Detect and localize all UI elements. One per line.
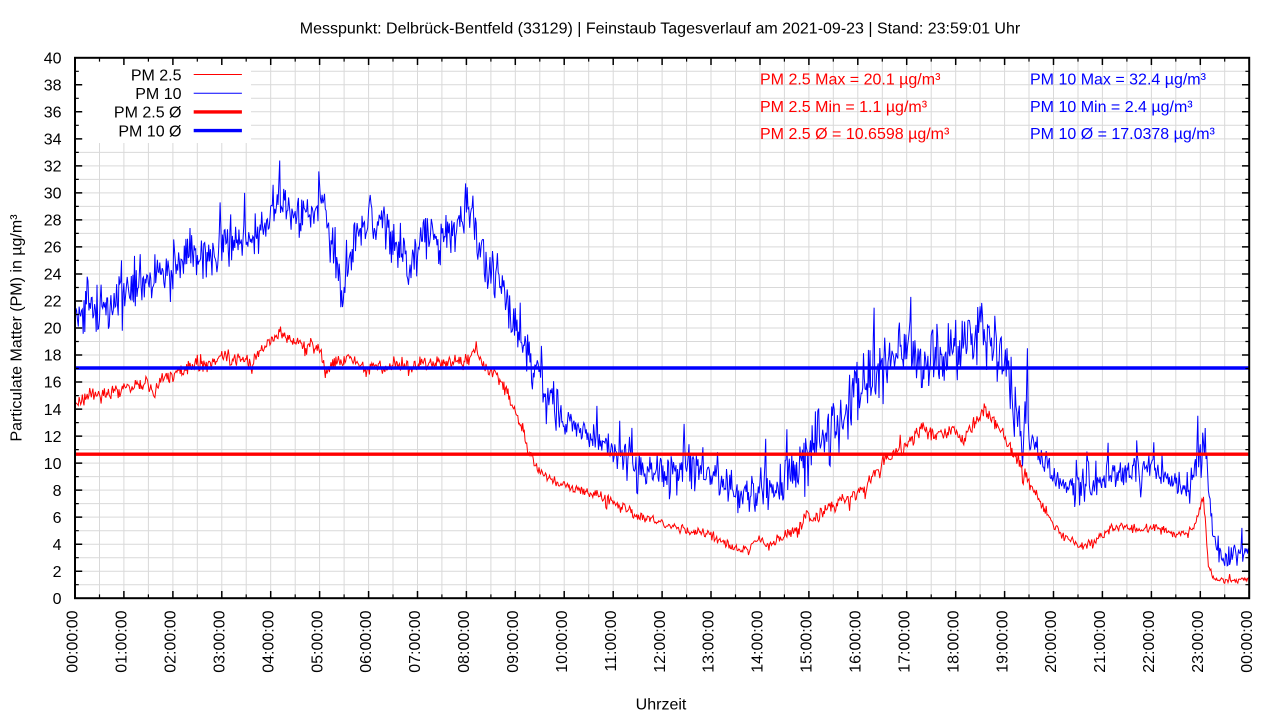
svg-text:Particulate Matter (PM) in µg/: Particulate Matter (PM) in µg/m³ — [9, 214, 26, 442]
svg-text:00:00:00: 00:00:00 — [65, 610, 82, 672]
svg-text:10:00:00: 10:00:00 — [554, 610, 571, 672]
svg-text:PM 10 Ø: PM 10 Ø — [118, 123, 181, 140]
svg-text:34: 34 — [44, 132, 62, 149]
svg-text:12: 12 — [44, 429, 62, 446]
svg-text:30: 30 — [44, 186, 62, 203]
svg-text:22: 22 — [44, 294, 62, 311]
svg-text:38: 38 — [44, 78, 62, 95]
svg-text:PM 10 Max = 32.4 µg/m³: PM 10 Max = 32.4 µg/m³ — [1030, 72, 1207, 89]
svg-text:23:00:00: 23:00:00 — [1190, 610, 1207, 672]
svg-text:32: 32 — [44, 159, 62, 176]
svg-text:36: 36 — [44, 105, 62, 122]
svg-text:06:00:00: 06:00:00 — [358, 610, 375, 672]
svg-text:14:00:00: 14:00:00 — [750, 610, 767, 672]
svg-text:PM 10: PM 10 — [135, 86, 181, 103]
svg-text:8: 8 — [53, 483, 62, 500]
svg-text:22:00:00: 22:00:00 — [1141, 610, 1158, 672]
svg-text:04:00:00: 04:00:00 — [260, 610, 277, 672]
svg-text:03:00:00: 03:00:00 — [212, 610, 229, 672]
svg-text:02:00:00: 02:00:00 — [163, 610, 180, 672]
svg-text:20:00:00: 20:00:00 — [1043, 610, 1060, 672]
svg-text:10: 10 — [44, 456, 62, 473]
svg-text:PM 2.5 Ø: PM 2.5 Ø — [114, 105, 182, 122]
svg-text:18: 18 — [44, 348, 62, 365]
svg-text:07:00:00: 07:00:00 — [407, 610, 424, 672]
svg-text:05:00:00: 05:00:00 — [309, 610, 326, 672]
svg-text:Messpunkt: Delbrück-Bentfeld (: Messpunkt: Delbrück-Bentfeld (33129) | F… — [300, 21, 1021, 38]
svg-text:09:00:00: 09:00:00 — [505, 610, 522, 672]
svg-text:6: 6 — [53, 510, 62, 527]
svg-text:26: 26 — [44, 240, 62, 257]
svg-text:01:00:00: 01:00:00 — [114, 610, 131, 672]
svg-text:PM 2.5: PM 2.5 — [131, 67, 182, 84]
svg-text:28: 28 — [44, 213, 62, 230]
svg-text:4: 4 — [53, 537, 62, 554]
svg-text:08:00:00: 08:00:00 — [456, 610, 473, 672]
svg-text:20: 20 — [44, 321, 62, 338]
svg-text:PM 10 Ø = 17.0378 µg/m³: PM 10 Ø = 17.0378 µg/m³ — [1030, 126, 1216, 143]
svg-text:19:00:00: 19:00:00 — [994, 610, 1011, 672]
svg-text:12:00:00: 12:00:00 — [652, 610, 669, 672]
svg-text:13:00:00: 13:00:00 — [701, 610, 718, 672]
svg-text:14: 14 — [44, 402, 62, 419]
svg-text:21:00:00: 21:00:00 — [1092, 610, 1109, 672]
svg-text:15:00:00: 15:00:00 — [799, 610, 816, 672]
svg-text:PM 10 Min = 2.4 µg/m³: PM 10 Min = 2.4 µg/m³ — [1030, 99, 1193, 116]
svg-text:16: 16 — [44, 375, 62, 392]
svg-text:Uhrzeit: Uhrzeit — [636, 697, 687, 714]
svg-text:16:00:00: 16:00:00 — [848, 610, 865, 672]
svg-text:PM 2.5 Max = 20.1 µg/m³: PM 2.5 Max = 20.1 µg/m³ — [760, 72, 941, 89]
svg-text:18:00:00: 18:00:00 — [945, 610, 962, 672]
svg-text:2: 2 — [53, 564, 62, 581]
svg-text:00:00:00: 00:00:00 — [1239, 610, 1256, 672]
svg-text:PM 2.5 Min = 1.1 µg/m³: PM 2.5 Min = 1.1 µg/m³ — [760, 99, 928, 116]
svg-text:24: 24 — [44, 267, 62, 284]
svg-text:0: 0 — [53, 591, 62, 608]
svg-text:11:00:00: 11:00:00 — [603, 610, 620, 671]
svg-text:PM 2.5 Ø = 10.6598 µg/m³: PM 2.5 Ø = 10.6598 µg/m³ — [760, 126, 950, 143]
svg-text:40: 40 — [44, 51, 62, 68]
svg-text:17:00:00: 17:00:00 — [896, 610, 913, 672]
